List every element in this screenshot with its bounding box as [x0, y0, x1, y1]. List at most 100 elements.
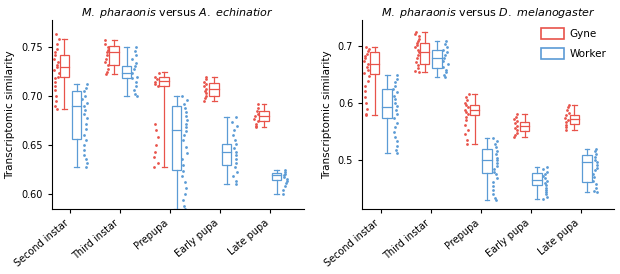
Point: [414, 66, 423, 71]
Point: [441, 39, 451, 43]
Point: [252, 109, 262, 113]
Point: [51, 94, 61, 98]
Point: [81, 127, 91, 132]
Point: [411, 59, 421, 64]
Point: [81, 138, 91, 142]
Point: [181, 145, 191, 149]
Point: [52, 62, 62, 67]
Point: [253, 106, 263, 110]
Point: [540, 181, 550, 185]
Point: [460, 101, 470, 105]
Point: [510, 121, 520, 125]
Point: [588, 178, 598, 183]
Point: [392, 76, 402, 81]
Point: [149, 80, 159, 85]
Point: [131, 61, 141, 65]
Point: [199, 80, 209, 85]
FancyBboxPatch shape: [432, 50, 442, 68]
Point: [100, 38, 110, 42]
Point: [461, 95, 471, 99]
Point: [180, 207, 190, 211]
Point: [389, 130, 399, 134]
Point: [363, 79, 373, 83]
Point: [414, 70, 424, 75]
Point: [127, 76, 137, 81]
Point: [231, 142, 241, 146]
Point: [178, 198, 188, 202]
Point: [102, 53, 112, 57]
Point: [79, 143, 89, 147]
FancyBboxPatch shape: [110, 46, 119, 65]
Point: [410, 30, 420, 35]
Point: [464, 92, 474, 96]
Point: [564, 110, 574, 115]
FancyBboxPatch shape: [172, 106, 182, 170]
Point: [104, 67, 113, 71]
Point: [459, 122, 469, 127]
Point: [131, 84, 141, 89]
Point: [282, 177, 292, 182]
Point: [412, 56, 422, 60]
Point: [102, 69, 112, 74]
Point: [441, 67, 451, 72]
Point: [561, 120, 571, 124]
FancyBboxPatch shape: [370, 52, 379, 74]
Point: [181, 186, 191, 190]
Point: [492, 161, 502, 165]
Point: [512, 128, 521, 132]
Point: [360, 89, 370, 93]
Point: [360, 71, 370, 75]
Point: [231, 161, 241, 165]
Title: $\it{M.}$ $\it{pharaonis}$ versus $\it{A.}$ $\it{echinatior}$: $\it{M.}$ $\it{pharaonis}$ versus $\it{A…: [81, 5, 274, 19]
Point: [441, 70, 451, 75]
Point: [414, 50, 423, 55]
Point: [132, 94, 142, 98]
Point: [231, 157, 241, 161]
Point: [199, 99, 209, 103]
FancyBboxPatch shape: [210, 83, 219, 96]
Point: [81, 157, 91, 161]
Point: [589, 189, 599, 193]
Title: $\it{M.}$ $\it{pharaonis}$ versus $\it{D.}$ $\it{melanogaster}$: $\it{M.}$ $\it{pharaonis}$ versus $\it{D…: [381, 5, 596, 19]
Point: [591, 185, 601, 190]
Point: [392, 139, 402, 143]
Point: [232, 169, 242, 174]
Point: [589, 175, 599, 179]
Point: [490, 196, 500, 200]
Point: [464, 112, 474, 116]
Point: [487, 136, 497, 141]
Point: [229, 128, 239, 133]
Point: [79, 112, 89, 116]
Point: [150, 121, 160, 126]
Point: [591, 146, 601, 151]
FancyBboxPatch shape: [72, 91, 81, 139]
Point: [360, 59, 370, 63]
Point: [49, 57, 59, 61]
Point: [360, 83, 370, 88]
Point: [463, 98, 472, 102]
Point: [489, 188, 498, 193]
Point: [461, 110, 471, 114]
Point: [100, 42, 110, 46]
Point: [52, 107, 62, 111]
Point: [82, 101, 92, 105]
Point: [390, 125, 400, 130]
Point: [154, 70, 164, 75]
Point: [363, 62, 373, 66]
Point: [542, 165, 552, 169]
Point: [512, 130, 521, 135]
Point: [541, 176, 551, 181]
Point: [179, 204, 189, 208]
Point: [510, 126, 520, 130]
Point: [149, 155, 159, 159]
Legend: Gyne, Worker: Gyne, Worker: [538, 25, 609, 62]
Point: [153, 161, 163, 165]
Point: [561, 125, 571, 130]
Point: [251, 125, 261, 130]
Point: [459, 132, 469, 136]
Point: [151, 128, 161, 133]
Point: [131, 53, 141, 57]
Y-axis label: Transcriptomic similarity: Transcriptomic similarity: [6, 50, 16, 179]
Point: [414, 36, 423, 41]
Point: [228, 174, 237, 179]
